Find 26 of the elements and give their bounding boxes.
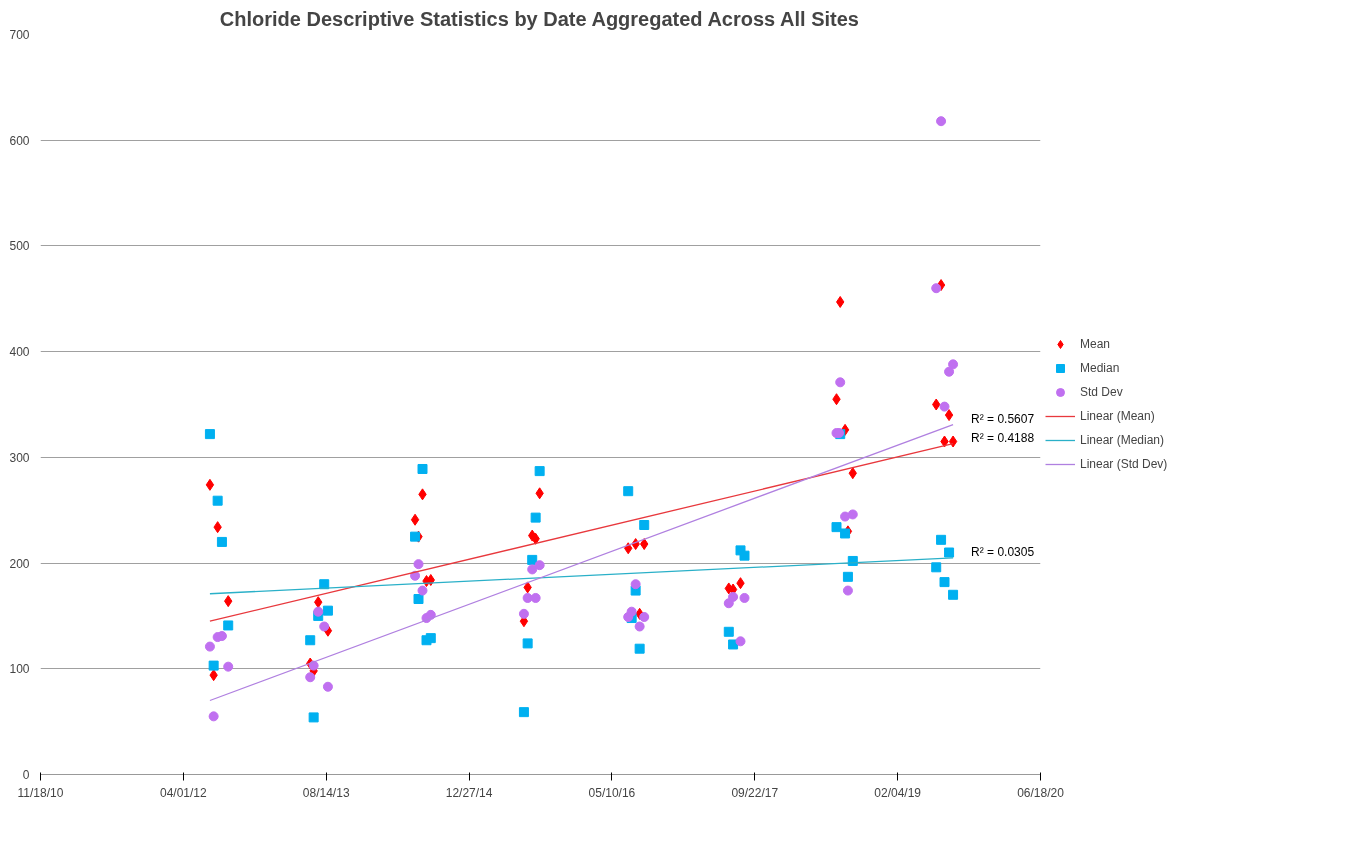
legend-label: Linear (Mean) (1080, 409, 1155, 423)
annotation: R² = 0.4188 (971, 430, 1035, 445)
chart-title: Chloride Descriptive Statistics by Date Aggregated Across All Sites (219, 7, 859, 30)
legend-label: Std Dev (1080, 385, 1123, 399)
y-tick-label: 200 (9, 556, 30, 571)
x-tick-label: 12/27/14 (445, 785, 493, 800)
y-tick-label: 0 (22, 768, 30, 782)
y-tick-label: 300 (9, 450, 30, 465)
x-tick-label: 02/04/19 (874, 785, 922, 800)
annotation: R² = 0.0305 (971, 544, 1035, 559)
legend-label: Median (1080, 361, 1120, 375)
x-tick-label: 04/01/12 (160, 785, 208, 800)
legend-label: Linear (Std Dev) (1080, 457, 1168, 471)
legend-label: Mean (1080, 337, 1111, 351)
annotation: R² = 0.5607 (971, 411, 1035, 426)
legend-label: Linear (Median) (1080, 433, 1165, 447)
x-tick-label: 11/18/10 (17, 785, 64, 800)
x-tick-label: 09/22/17 (731, 785, 779, 800)
y-tick-label: 600 (9, 133, 30, 148)
y-tick-label: 100 (9, 662, 30, 677)
y-tick-label: 400 (9, 345, 30, 360)
y-tick-label: 700 (9, 28, 30, 42)
y-tick-label: 500 (9, 239, 30, 254)
x-tick-label: 08/14/13 (302, 785, 350, 800)
x-tick-label: 05/10/16 (588, 785, 636, 800)
x-tick-label: 06/18/20 (1017, 785, 1065, 800)
